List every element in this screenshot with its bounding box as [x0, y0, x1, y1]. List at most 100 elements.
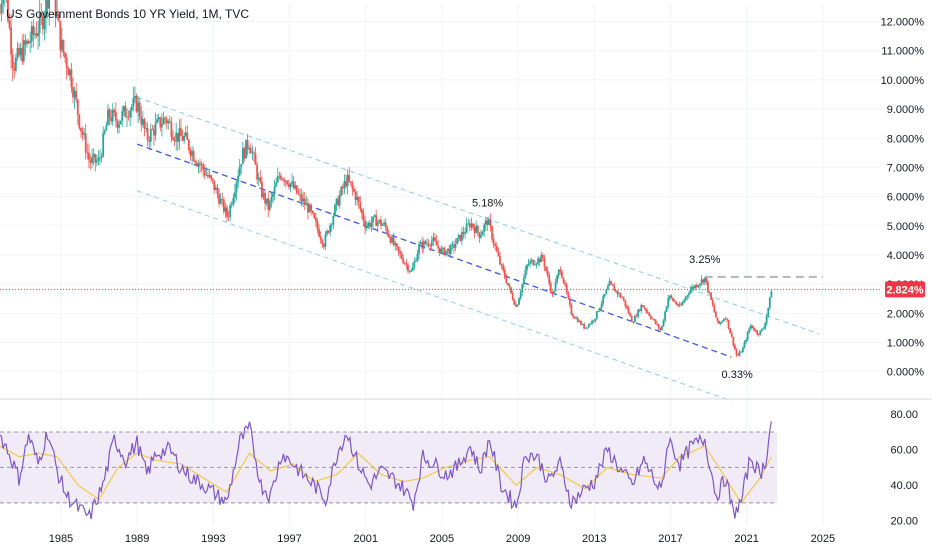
candle-body — [491, 226, 493, 240]
candle-body — [87, 152, 90, 160]
candle-body — [65, 57, 68, 69]
channel-upper-line — [136, 96, 820, 335]
candle — [356, 190, 359, 206]
candle-body — [543, 258, 546, 267]
candle — [614, 290, 617, 293]
candle-body — [705, 277, 708, 282]
candle — [549, 280, 552, 294]
candle-body — [403, 263, 406, 264]
candle — [100, 152, 103, 163]
candle — [94, 153, 97, 172]
candle — [694, 284, 697, 291]
candle-body — [227, 216, 230, 218]
candle-body — [729, 328, 732, 334]
candle-body — [421, 242, 424, 249]
candle-body — [497, 251, 500, 257]
candle-body — [300, 194, 303, 202]
candle — [202, 162, 205, 178]
candle-body — [743, 342, 746, 348]
candle-body — [462, 232, 465, 235]
candle-body — [594, 318, 597, 322]
candle — [727, 319, 730, 330]
candle — [681, 300, 684, 306]
candle — [387, 230, 390, 238]
candle — [519, 289, 522, 301]
candle — [678, 301, 681, 308]
candle — [481, 230, 484, 236]
rsi-y-tick-label: 20.00 — [890, 516, 918, 528]
candle — [687, 291, 690, 299]
candle-body — [341, 186, 344, 189]
candle — [410, 268, 413, 273]
candle-body — [499, 256, 501, 265]
candle — [557, 268, 560, 279]
candle — [554, 278, 557, 292]
candle — [216, 184, 219, 199]
candle — [680, 302, 682, 307]
candle-body — [129, 110, 132, 118]
candle — [148, 135, 151, 151]
candle-body — [635, 316, 638, 317]
candle-body — [191, 151, 193, 156]
candle — [657, 324, 660, 331]
candle — [132, 86, 135, 112]
candle-body — [703, 277, 706, 283]
candle-body — [689, 289, 692, 294]
candle-body — [180, 128, 182, 136]
x-tick-label: 1997 — [277, 533, 301, 545]
candle — [597, 310, 600, 312]
candle — [0, 0, 3, 22]
candle-body — [189, 149, 192, 156]
candle-body — [151, 129, 154, 130]
candle-body — [345, 181, 347, 187]
candle-body — [575, 318, 578, 319]
candle — [581, 323, 584, 326]
candle-body — [562, 277, 565, 283]
candle-body — [457, 234, 460, 238]
candle-body — [476, 225, 479, 233]
candle — [526, 263, 528, 275]
candle-body — [591, 320, 593, 324]
candle — [638, 308, 641, 312]
candle — [432, 232, 435, 247]
candle — [649, 314, 652, 321]
candle-body — [581, 323, 584, 325]
candle-body — [202, 164, 205, 170]
candle — [629, 312, 632, 317]
candle — [626, 304, 628, 310]
candle — [556, 274, 559, 285]
candle — [435, 235, 438, 246]
candle-body — [35, 33, 38, 37]
candle — [334, 203, 336, 217]
candle-body — [722, 319, 725, 322]
candle-body — [327, 230, 330, 233]
candle-body — [365, 226, 368, 229]
candle-body — [664, 311, 666, 321]
candle-body — [270, 197, 273, 202]
y-tick-label: 10.000% — [881, 75, 925, 87]
candle-body — [183, 135, 186, 141]
candle — [324, 231, 327, 250]
candle — [270, 192, 273, 208]
candle — [295, 184, 298, 195]
candle — [141, 111, 144, 128]
candle — [103, 128, 106, 136]
candle — [335, 198, 338, 212]
candle-body — [24, 40, 27, 45]
candle-body — [567, 292, 570, 299]
candle-body — [297, 193, 300, 195]
candle — [524, 265, 527, 279]
candle — [535, 262, 538, 269]
candle — [308, 202, 311, 213]
candle-body — [94, 154, 97, 163]
channel-lower-line — [136, 190, 732, 402]
candle-body — [167, 121, 170, 124]
candle — [705, 277, 708, 285]
candle — [459, 234, 462, 242]
candle — [708, 291, 711, 295]
candle — [765, 313, 768, 327]
candle — [448, 244, 451, 255]
candle-body — [291, 181, 293, 184]
candle — [518, 297, 520, 305]
candle — [527, 259, 530, 267]
